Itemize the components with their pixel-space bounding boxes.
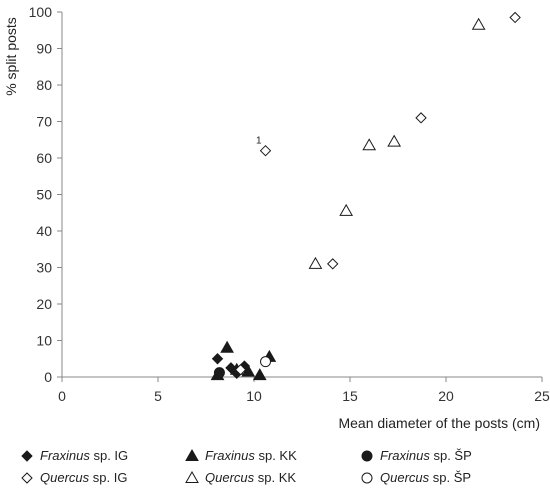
y-tick-label: 90 <box>36 41 52 57</box>
quercus-circle-open-point <box>260 356 272 368</box>
legend-suffix: sp. IG <box>89 470 128 485</box>
quercus-diamond-open-point <box>509 11 521 24</box>
quercus-diamond-open-point <box>234 363 247 376</box>
legend-genus: Fraxinus <box>40 448 90 463</box>
x-tick-label: 10 <box>246 388 262 404</box>
legend-marker <box>21 449 33 462</box>
legend-marker <box>185 448 199 461</box>
legend: Fraxinus sp. IG Fraxinus sp. KK Fraxinus s… <box>0 440 550 491</box>
fraxinus-triangle-filled-point <box>252 368 267 381</box>
fraxinus-triangle-filled-point <box>241 364 256 377</box>
legend-suffix: sp. ŠP <box>429 470 472 485</box>
y-tick-label: 0 <box>44 369 52 385</box>
legend-suffix: sp. IG <box>89 448 129 463</box>
legend-marker-icon <box>361 472 373 483</box>
quercus-triangle-open-point <box>387 134 402 147</box>
x-tick-label: 25 <box>534 388 550 404</box>
x-axis-title: Mean diameter of the posts (cm) <box>338 415 540 431</box>
legend-marker-icon <box>21 449 33 462</box>
x-tick-label: 20 <box>438 388 454 404</box>
legend-item: Fraxinus sp. KK <box>185 448 297 463</box>
legend-genus: Quercus <box>40 470 90 485</box>
y-tick-label: 60 <box>36 150 52 166</box>
x-tick-label: 15 <box>342 388 358 404</box>
legend-marker-icon <box>361 450 373 461</box>
x-tick-label: 0 <box>58 388 66 404</box>
legend-genus: Quercus <box>205 470 255 485</box>
scatter-chart: 0 10 20 30 40 50 60 70 80 90 100 0 5 10 15 20 25 Mean dia… <box>3 4 550 431</box>
quercus-diamond-open-point <box>259 144 272 157</box>
y-axis-title: % split posts <box>3 17 19 96</box>
x-tick-label: 5 <box>154 388 162 404</box>
legend-suffix: sp. ŠP <box>429 448 472 463</box>
legend-item: Quercus sp. ŠP <box>360 470 471 485</box>
fraxinus-circle-filled-point <box>213 367 225 379</box>
y-tick-label: 20 <box>36 296 52 312</box>
legend-marker-icon <box>185 470 199 483</box>
fraxinus-diamond-filled-point <box>211 353 224 365</box>
legend-item: Quercus sp. KK <box>185 470 296 485</box>
legend-marker <box>21 471 33 484</box>
legend-genus: Quercus <box>380 470 430 485</box>
y-tick-label: 50 <box>36 187 52 203</box>
legend-genus: Fraxinus <box>380 448 430 463</box>
legend-marker <box>185 470 199 483</box>
legend-item: Fraxinus sp. ŠP <box>360 448 472 463</box>
fraxinus-triangle-filled-point <box>220 340 234 353</box>
y-tick-label: 100 <box>29 4 53 20</box>
y-tick-label: 40 <box>36 223 52 239</box>
y-tick-label: 10 <box>36 333 52 349</box>
legend-suffix: sp. KK <box>254 448 297 463</box>
quercus-triangle-open-point <box>362 138 377 151</box>
legend-genus: Fraxinus <box>205 448 255 463</box>
quercus-diamond-open-point <box>415 112 427 124</box>
legend-item: Fraxinus sp. IG <box>20 448 128 463</box>
legend-suffix: sp. KK <box>254 470 297 485</box>
quercus-diamond-open-point <box>327 258 339 270</box>
y-tick-label: 70 <box>36 114 52 130</box>
legend-marker-icon <box>21 471 33 484</box>
point-annotation: 1 <box>256 135 262 146</box>
quercus-triangle-open-point <box>308 256 323 269</box>
quercus-triangle-open-point <box>339 203 354 216</box>
legend-marker-icon <box>185 448 199 461</box>
legend-marker <box>361 450 373 461</box>
quercus-triangle-open-point <box>471 17 486 30</box>
legend-marker <box>361 472 373 483</box>
y-tick-label: 30 <box>36 260 52 276</box>
y-tick-label: 80 <box>36 77 52 93</box>
legend-item: Quercus sp. IG <box>20 470 127 485</box>
